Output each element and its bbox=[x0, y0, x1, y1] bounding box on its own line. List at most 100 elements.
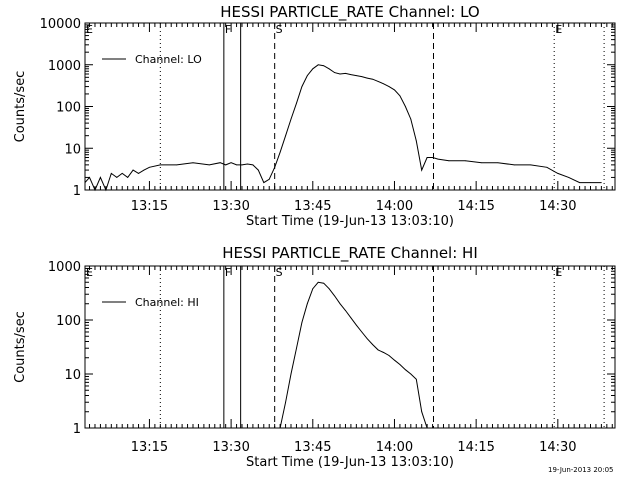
series-line bbox=[279, 281, 428, 429]
annotation-label: S bbox=[276, 266, 283, 279]
chart-panel: HESSI PARTICLE_RATE Channel: HI 1 10 100 100… bbox=[13, 244, 616, 470]
data-point bbox=[513, 164, 515, 166]
data-point bbox=[317, 64, 319, 66]
data-point bbox=[241, 164, 243, 166]
data-point bbox=[404, 369, 406, 371]
data-point bbox=[421, 169, 423, 171]
annotation-label: F bbox=[225, 266, 231, 279]
data-point bbox=[568, 177, 570, 178]
data-point bbox=[426, 427, 428, 429]
data-point bbox=[176, 164, 178, 166]
legend-label: Channel: LO bbox=[135, 53, 202, 66]
data-point bbox=[279, 151, 281, 153]
annotation-label: E bbox=[86, 23, 93, 36]
data-point bbox=[410, 373, 412, 375]
data-point bbox=[274, 166, 276, 168]
data-point bbox=[546, 166, 548, 168]
data-point bbox=[383, 352, 384, 353]
data-point bbox=[285, 401, 286, 403]
x-tick-label: 14:15 bbox=[457, 440, 494, 455]
data-point bbox=[116, 177, 118, 178]
data-point bbox=[323, 282, 325, 284]
data-point bbox=[285, 135, 286, 137]
data-point bbox=[296, 102, 297, 104]
data-point bbox=[323, 65, 325, 67]
data-point bbox=[94, 189, 96, 191]
x-tick-label: 13:30 bbox=[212, 440, 249, 455]
data-point bbox=[399, 95, 401, 97]
x-tick-label: 14:30 bbox=[539, 199, 576, 214]
data-point bbox=[355, 75, 357, 76]
data-point bbox=[388, 86, 390, 87]
data-point bbox=[334, 295, 335, 297]
data-point bbox=[590, 182, 591, 184]
data-point bbox=[127, 177, 129, 178]
data-point bbox=[132, 169, 134, 171]
x-tick-label: 14:00 bbox=[376, 199, 413, 214]
x-tick-label: 14:00 bbox=[376, 440, 413, 455]
annotation-label: S bbox=[276, 23, 283, 36]
data-point bbox=[290, 373, 292, 375]
annotation-label: E bbox=[86, 266, 93, 279]
data-point bbox=[290, 118, 292, 120]
data-point bbox=[361, 331, 363, 333]
data-point bbox=[579, 182, 581, 184]
annotation-label: E bbox=[555, 23, 562, 36]
data-point bbox=[421, 411, 423, 413]
data-point bbox=[208, 164, 210, 166]
data-point bbox=[257, 169, 259, 171]
data-point bbox=[84, 182, 86, 184]
legend-label: Channel: HI bbox=[135, 296, 199, 309]
data-point bbox=[159, 164, 161, 166]
data-point bbox=[404, 106, 406, 107]
data-point bbox=[399, 364, 401, 365]
data-point bbox=[383, 83, 384, 85]
data-point bbox=[339, 73, 341, 75]
data-point bbox=[426, 157, 428, 158]
x-tick-label: 13:45 bbox=[294, 440, 331, 455]
series-line bbox=[84, 64, 602, 192]
data-point bbox=[372, 344, 374, 346]
data-point bbox=[448, 160, 450, 162]
data-point bbox=[105, 189, 107, 191]
data-point bbox=[317, 281, 319, 283]
data-point bbox=[279, 427, 281, 429]
data-point bbox=[350, 317, 352, 319]
data-point bbox=[339, 303, 341, 305]
footer-timestamp: 19-Jun-2013 20:05 bbox=[548, 466, 614, 474]
x-axis-label: Start Time (19-Jun-13 13:03:10) bbox=[246, 214, 454, 229]
y-tick-label: 10 bbox=[64, 142, 81, 157]
chart-title: HESSI PARTICLE_RATE Channel: LO bbox=[220, 3, 479, 22]
data-point bbox=[481, 162, 482, 164]
data-point bbox=[372, 78, 374, 80]
data-point bbox=[230, 162, 232, 164]
data-point bbox=[306, 303, 308, 305]
data-point bbox=[377, 80, 379, 82]
data-point bbox=[301, 86, 303, 87]
data-point bbox=[236, 164, 237, 166]
y-tick-label: 100 bbox=[56, 314, 81, 329]
data-point bbox=[149, 166, 150, 168]
y-axis-label: Counts/sec bbox=[13, 71, 28, 143]
x-tick-label: 14:30 bbox=[539, 440, 576, 455]
data-point bbox=[312, 288, 314, 290]
y-tick-label: 1000 bbox=[48, 59, 81, 74]
data-point bbox=[497, 162, 499, 164]
data-point bbox=[89, 177, 90, 178]
annotation-label: F bbox=[225, 23, 231, 36]
data-point bbox=[334, 72, 335, 73]
data-point bbox=[143, 169, 145, 171]
data-point bbox=[252, 164, 254, 166]
plot-frame bbox=[84, 265, 616, 429]
y-tick-label: 10 bbox=[64, 368, 81, 383]
y-tick-label: 1000 bbox=[48, 260, 81, 275]
x-axis-label: Start Time (19-Jun-13 13:03:10) bbox=[246, 455, 454, 470]
data-point bbox=[377, 349, 379, 351]
y-tick-label: 1 bbox=[73, 184, 81, 199]
chart-title: HESSI PARTICLE_RATE Channel: HI bbox=[222, 244, 478, 263]
data-point bbox=[415, 378, 417, 380]
y-tick-label: 100 bbox=[56, 101, 81, 116]
y-tick-label: 10000 bbox=[40, 17, 81, 32]
chart-panel: HESSI PARTICLE_RATE Channel: LO 1 10 100 100… bbox=[13, 3, 616, 229]
